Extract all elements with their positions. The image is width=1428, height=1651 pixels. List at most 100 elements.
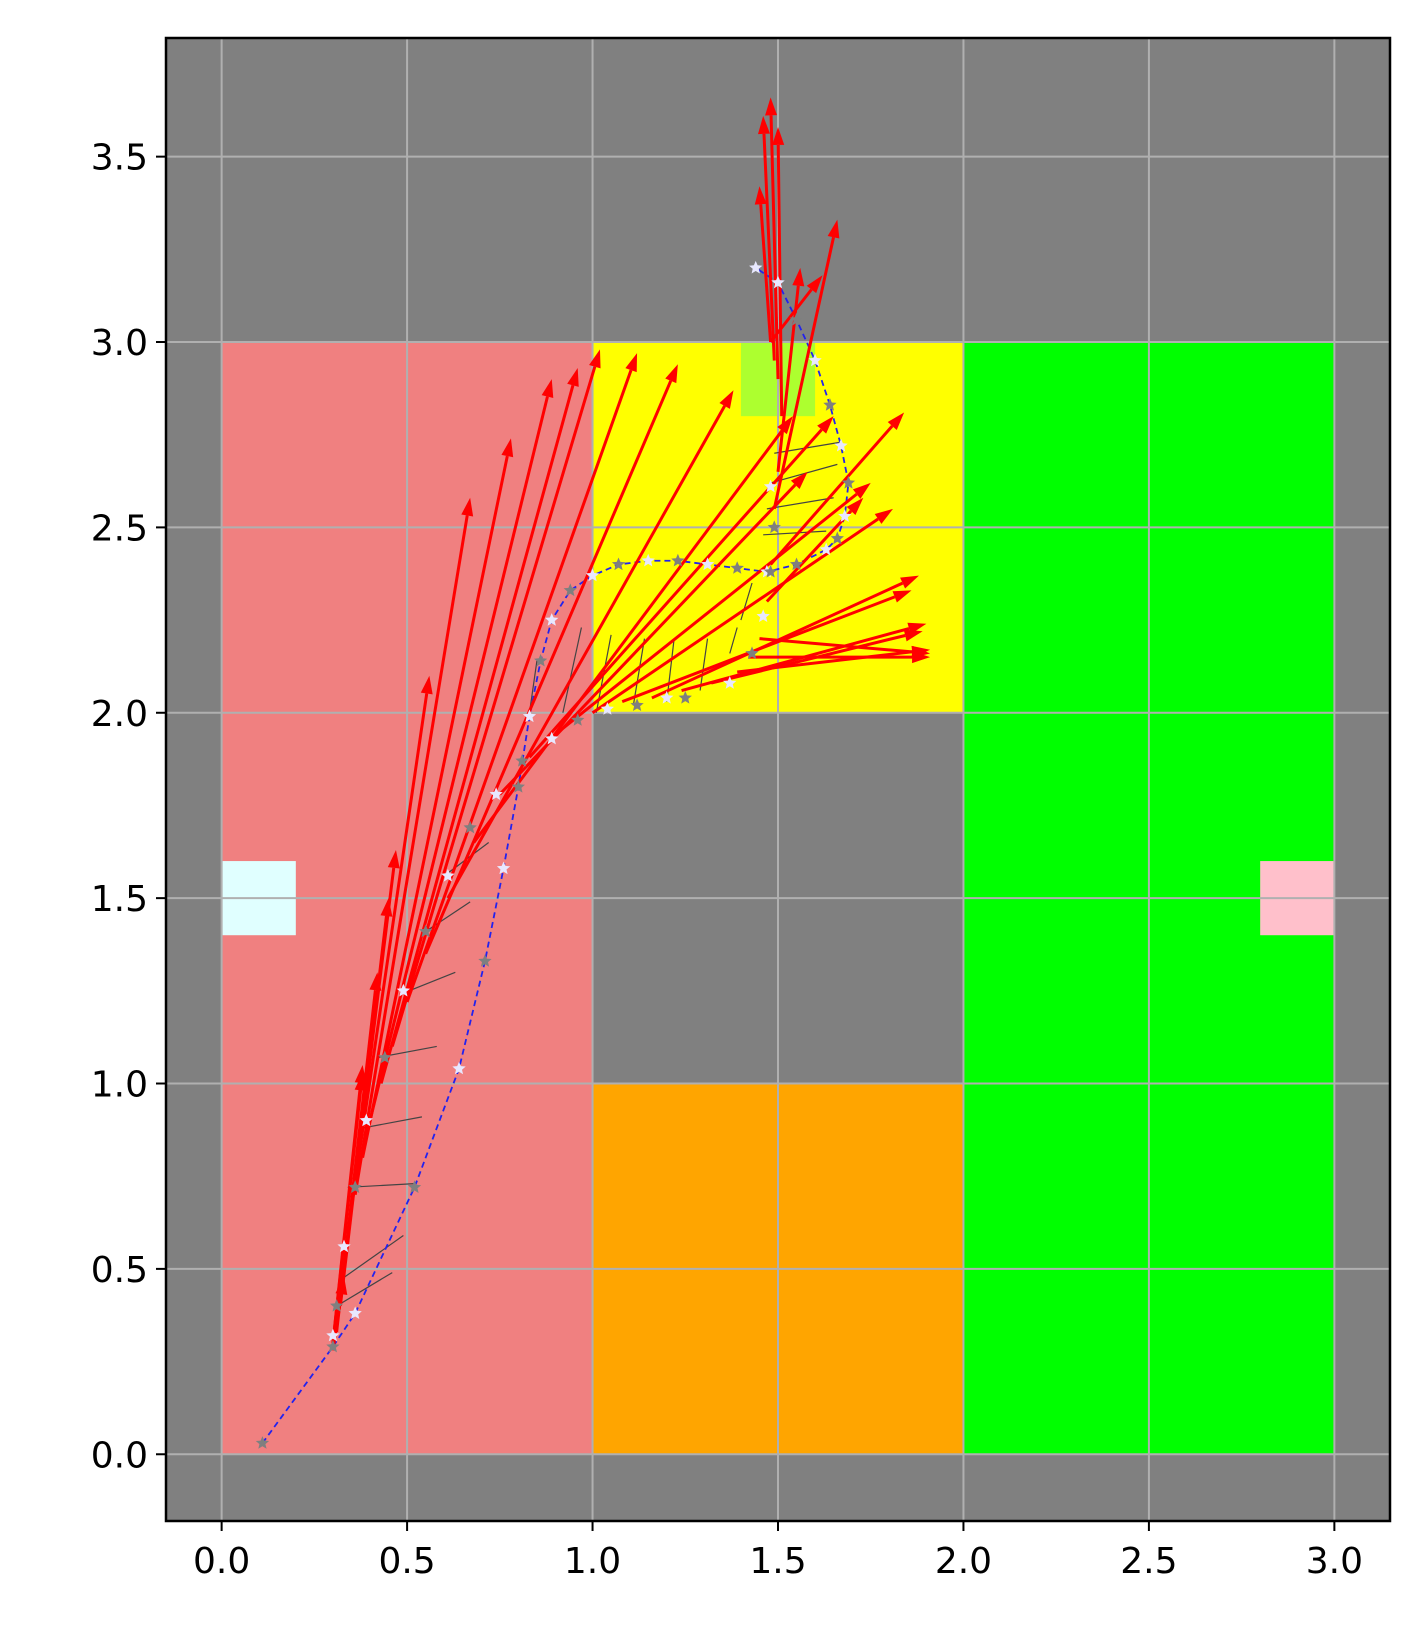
y-tick-label: 0.5 [91, 1250, 148, 1291]
point-marker [830, 531, 844, 545]
x-tick-label: 1.5 [749, 1541, 806, 1582]
point-marker [678, 690, 692, 704]
point-marker [515, 754, 529, 767]
arrow-head [874, 508, 893, 524]
arrow-head [846, 497, 864, 516]
direction-line [528, 660, 538, 713]
arrow [757, 115, 776, 361]
arrow-head [765, 97, 778, 116]
point-marker [819, 542, 833, 556]
point-marker [545, 613, 559, 626]
arrow-head [852, 482, 871, 499]
arrow [405, 353, 638, 1003]
arrow-head [827, 219, 840, 239]
point-marker [511, 779, 525, 793]
arrow-shaft [759, 637, 913, 654]
arrow-shaft [424, 380, 673, 955]
arrow-shaft [361, 455, 509, 1158]
arrow [424, 364, 678, 955]
y-tick-label: 3.0 [91, 323, 148, 364]
point-marker [337, 1239, 351, 1253]
point-marker [496, 861, 511, 875]
y-tick-label: 1.5 [91, 879, 148, 920]
point-marker [396, 983, 410, 997]
point-marker [730, 561, 744, 574]
arrow-shaft [368, 396, 549, 1121]
point-marker [419, 924, 433, 938]
arrow-head [625, 353, 638, 373]
arrow [710, 629, 923, 685]
point-marker [771, 275, 785, 289]
arrow-head [757, 115, 770, 135]
point-marker [789, 557, 804, 571]
point-marker [378, 1050, 392, 1064]
arrow-head [817, 416, 834, 434]
arrow-head [665, 364, 678, 384]
point-marker [330, 1299, 344, 1312]
point-marker [534, 653, 548, 667]
direction-line [562, 627, 583, 713]
arrow-shaft [591, 517, 879, 715]
direction-line [763, 530, 827, 536]
y-axis: 0.0 0.5 1.0 1.5 2.0 2.5 3.0 3.5 [91, 138, 166, 1476]
y-tick-label: 2.0 [91, 694, 148, 735]
point-marker [563, 583, 577, 597]
arrow-head [719, 390, 734, 409]
arrow-shaft [737, 650, 913, 674]
arrow-head [589, 349, 601, 369]
x-tick-label: 0.0 [193, 1541, 250, 1582]
arrow-head [772, 126, 785, 146]
arrow [353, 497, 474, 1195]
points [255, 260, 856, 1449]
direction-line [699, 638, 709, 691]
arrow-shaft [710, 634, 906, 685]
point-marker [326, 1339, 340, 1353]
point-marker [326, 1328, 340, 1342]
point-marker [641, 553, 655, 567]
arrow-head [541, 379, 554, 399]
arrow-shaft [769, 424, 894, 566]
arrow-head [754, 186, 767, 205]
arrow [379, 367, 579, 1084]
point-marker [348, 1180, 362, 1193]
arrow-head [900, 575, 919, 589]
point-marker [756, 609, 770, 622]
arrow [772, 219, 840, 510]
y-tick-label: 3.5 [91, 138, 148, 179]
arrow-shaft [346, 693, 429, 1233]
arrow-shaft [405, 369, 633, 1003]
point-marker [571, 713, 585, 726]
arrow-head [806, 275, 823, 294]
arrow-head [567, 367, 579, 387]
arrow-head [790, 471, 808, 489]
point-marker [452, 1061, 466, 1075]
arrow-shaft [472, 429, 784, 844]
arrow-head [911, 645, 931, 658]
point-marker [671, 553, 685, 567]
direction-line [766, 497, 834, 510]
point-marker [255, 1436, 270, 1449]
point-marker [838, 509, 852, 522]
arrow-shaft [558, 492, 858, 733]
point-marker [489, 787, 503, 800]
arrow-head [420, 675, 433, 695]
point-marker [763, 479, 778, 493]
trajectory-line [261, 267, 850, 1444]
point-marker [763, 564, 778, 578]
x-tick-label: 0.5 [378, 1541, 435, 1582]
direction-line [362, 1116, 423, 1129]
arrow-head [892, 590, 912, 603]
point-marker [749, 260, 763, 274]
point-marker [407, 1180, 422, 1193]
point-marker [789, 312, 804, 326]
y-tick-label: 0.0 [91, 1435, 148, 1476]
arrow-head [461, 497, 474, 517]
arrow-shaft [765, 509, 853, 603]
arrow-shaft [759, 204, 773, 343]
trajectory [261, 267, 850, 1444]
point-marker [745, 646, 759, 660]
direction-line [336, 1272, 393, 1307]
x-axis: 0.0 0.5 1.0 1.5 2.0 2.5 3.0 [193, 1521, 1363, 1582]
direction-line [339, 1235, 404, 1281]
arrow-shaft [772, 236, 835, 510]
